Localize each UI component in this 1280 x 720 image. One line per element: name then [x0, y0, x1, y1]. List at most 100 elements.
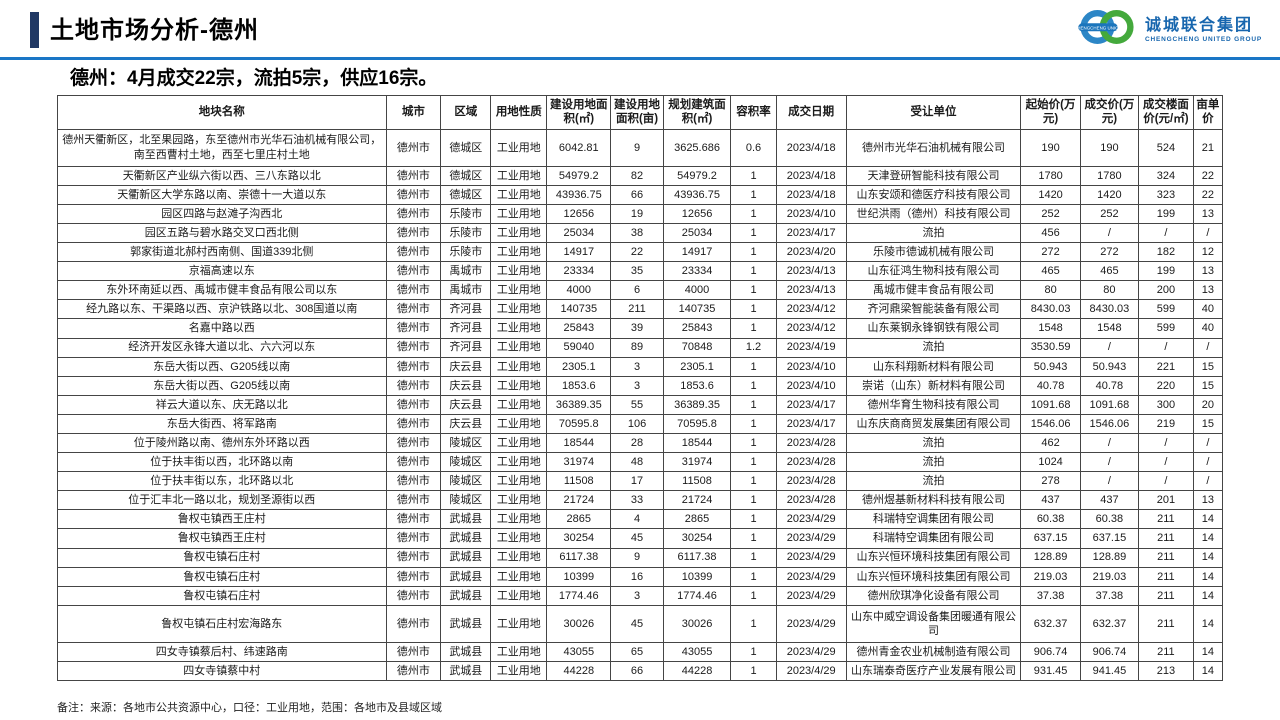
table-row: 四女寺镇蔡中村 德州市 武城县 工业用地 44228 66 44228 1 2023/4/29 山… [57, 660, 1224, 682]
table-row: 经济开发区永锋大道以北、六六河以东 德州市 齐河县 工业用地 59040 89 70848 1… [57, 337, 1224, 358]
table-cell: 211 [610, 299, 664, 320]
table-cell: 1780 [1079, 165, 1140, 186]
table-cell: 德城区 [440, 184, 492, 205]
table-cell: 2023/4/13 [775, 261, 847, 282]
table-cell: 11508 [546, 471, 612, 492]
table-row: 鲁权屯镇西王庄村 德州市 武城县 工业用地 30254 45 30254 1 2023/4/29… [57, 528, 1224, 549]
table-cell: 324 [1138, 165, 1194, 186]
table-cell: 德州市 [385, 509, 442, 530]
table-cell: 经济开发区永锋大道以北、六六河以东 [57, 337, 387, 358]
table-cell: 德州天衢新区，北至果园路，东至德州市光华石油机械有限公司，南至西曹村土地，西至七… [57, 128, 387, 167]
table-cell: 天衢新区产业纵六街以西、三八东路以北 [57, 165, 387, 186]
table-row: 祥云大道以东、庆无路以北 德州市 庆云县 工业用地 36389.35 55 36389.35… [57, 394, 1224, 415]
table-row: 郭家街道北郝村西南侧、国道339北侧 德州市 乐陵市 工业用地 14917 22 14917… [57, 242, 1224, 263]
table-cell: 89 [610, 337, 664, 358]
table-cell: 23334 [662, 261, 732, 282]
table-cell: 1 [730, 490, 777, 511]
table-cell: 东岳大街以西、G205线以南 [57, 375, 387, 396]
table-cell: 祥云大道以东、庆无路以北 [57, 394, 387, 415]
table-cell: 219 [1138, 413, 1194, 435]
table-cell: 40.78 [1020, 375, 1081, 396]
table-cell: 16 [610, 566, 664, 587]
table-row: 东外环南延以西、禹城市健丰食品有限公司以东 德州市 禹城市 工业用地 4000 6 4000… [57, 280, 1224, 301]
table-cell: 武城县 [440, 604, 492, 643]
table-cell: 流拍 [845, 432, 1022, 454]
table-cell: 2023/4/10 [775, 375, 847, 396]
table-cell: 科瑞特空调集团有限公司 [845, 528, 1022, 549]
table-cell: 鲁权屯镇石庄村 [57, 585, 387, 606]
table-cell: 1548 [1020, 318, 1081, 339]
table-cell: 55 [610, 394, 664, 415]
table-cell: 工业用地 [490, 413, 548, 435]
table-cell: 山东科翔新材料有限公司 [845, 356, 1022, 377]
table-cell: 70595.8 [662, 413, 732, 435]
table-cell: 220 [1138, 375, 1194, 396]
table-cell: 456 [1020, 222, 1081, 244]
table-cell: 13 [1192, 261, 1224, 282]
table-cell: 43055 [662, 641, 732, 662]
column-header: 建设用地面积(㎡) [546, 95, 612, 130]
table-cell: / [1138, 471, 1194, 492]
table-cell: 44228 [662, 660, 732, 682]
table-cell: 1546.06 [1079, 413, 1140, 435]
table-cell: 1 [730, 203, 777, 224]
table-cell: 德城区 [440, 128, 492, 167]
table-cell: 工业用地 [490, 242, 548, 263]
table-cell: 1548 [1079, 318, 1140, 339]
table-cell: 东岳大街以西、G205线以南 [57, 356, 387, 377]
table-cell: 10399 [662, 566, 732, 587]
table-cell: 941.45 [1079, 660, 1140, 682]
table-cell: 1 [730, 394, 777, 415]
column-header: 成交日期 [775, 95, 847, 130]
table-cell: 工业用地 [490, 375, 548, 396]
table-cell: 60.38 [1079, 509, 1140, 530]
table-row: 鲁权屯镇石庄村宏海路东 德州市 武城县 工业用地 30026 45 30026 1 2023/4… [57, 604, 1224, 643]
table-cell: 28 [610, 432, 664, 454]
table-cell: 德州市 [385, 547, 442, 568]
table-cell: 22 [1192, 165, 1224, 186]
table-cell: 山东征鸿生物科技有限公司 [845, 261, 1022, 282]
table-cell: 637.15 [1020, 528, 1081, 549]
table-cell: 山东兴恒环境科技集团有限公司 [845, 566, 1022, 587]
table-cell: 140735 [662, 299, 732, 320]
table-cell: 8430.03 [1020, 299, 1081, 320]
table-cell: 工业用地 [490, 280, 548, 301]
table-cell: 40.78 [1079, 375, 1140, 396]
table-cell: 30254 [546, 528, 612, 549]
table-cell: 武城县 [440, 547, 492, 568]
land-transactions-table: 地块名称 城市 区域 用地性质 建设用地面积(㎡) 建设用地面积(亩) 规划建筑面积(㎡) 容… [57, 95, 1224, 682]
table-cell: 1420 [1020, 184, 1081, 205]
table-cell: 45 [610, 528, 664, 549]
table-row: 鲁权屯镇石庄村 德州市 武城县 工业用地 1774.46 3 1774.46 1 2023/4/… [57, 585, 1224, 606]
table-cell: 1 [730, 222, 777, 244]
table-cell: 2023/4/28 [775, 432, 847, 454]
table-row: 园区五路与碧水路交叉口西北侧 德州市 乐陵市 工业用地 25034 38 25034 1 202… [57, 222, 1224, 244]
table-cell: 31974 [546, 452, 612, 473]
table-cell: 德城区 [440, 165, 492, 186]
table-cell: 四女寺镇蔡中村 [57, 660, 387, 682]
table-cell: 465 [1020, 261, 1081, 282]
table-cell: 599 [1138, 318, 1194, 339]
column-header: 建设用地面积(亩) [610, 95, 664, 130]
table-cell: 山东中威空调设备集团暖通有限公司 [845, 604, 1022, 643]
table-cell: 199 [1138, 203, 1194, 224]
table-cell: 50.943 [1079, 356, 1140, 377]
table-cell: 武城县 [440, 566, 492, 587]
table-cell: 45 [610, 604, 664, 643]
table-cell: 10399 [546, 566, 612, 587]
title-accent-bar [30, 12, 39, 48]
table-cell: 1091.68 [1079, 394, 1140, 415]
table-cell: 278 [1020, 471, 1081, 492]
table-cell: 21724 [546, 490, 612, 511]
table-cell: 德州市 [385, 356, 442, 377]
table-cell: 2023/4/28 [775, 471, 847, 492]
table-cell: 15 [1192, 356, 1224, 377]
table-cell: 园区四路与赵滩子沟西北 [57, 203, 387, 224]
table-row: 经九路以东、干渠路以西、京沪铁路以北、308国道以南 德州市 齐河县 工业用地 1407… [57, 299, 1224, 320]
table-cell: 54979.2 [662, 165, 732, 186]
table-cell: 70848 [662, 337, 732, 358]
table-cell: 1780 [1020, 165, 1081, 186]
table-cell: 213 [1138, 660, 1194, 682]
table-cell: 4000 [662, 280, 732, 301]
table-cell: 乐陵市 [440, 203, 492, 224]
